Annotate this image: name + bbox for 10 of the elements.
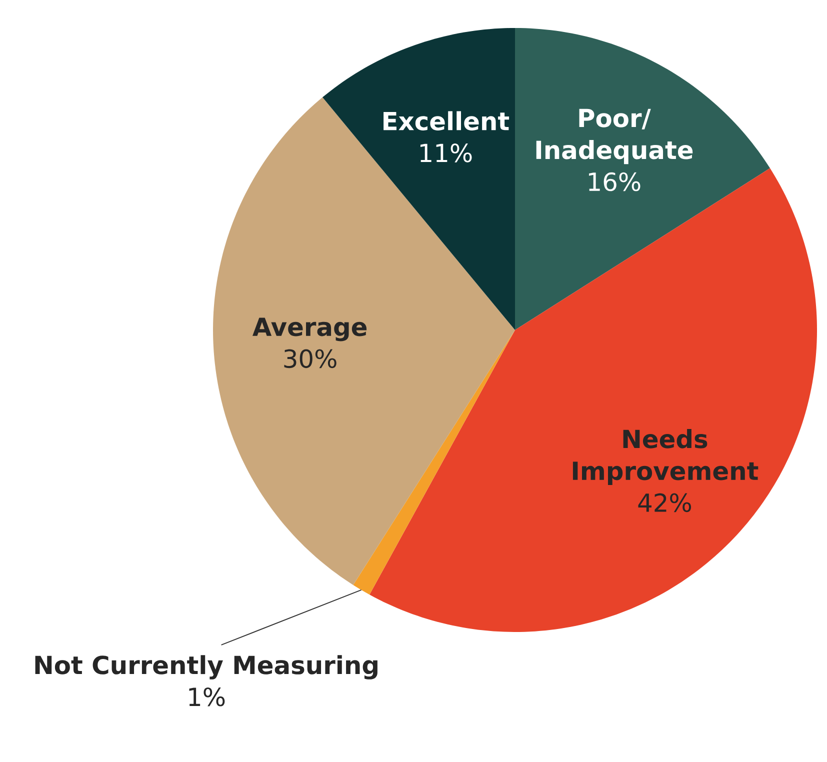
- data-label: 1%: [189, 687, 225, 706]
- slice-label: Needs Improvement: [572, 429, 758, 486]
- slice-label: Not Currently Measuring: [35, 655, 378, 680]
- slice-label: Average: [252, 318, 367, 342]
- data-label: 30%: [284, 349, 336, 368]
- slice-label: Poor/ Inadequate: [536, 108, 693, 164]
- slice-label: Excellent: [384, 111, 510, 130]
- data-label: 42%: [638, 493, 691, 512]
- data-label: 11%: [420, 144, 472, 162]
- data-label: 16%: [588, 172, 640, 192]
